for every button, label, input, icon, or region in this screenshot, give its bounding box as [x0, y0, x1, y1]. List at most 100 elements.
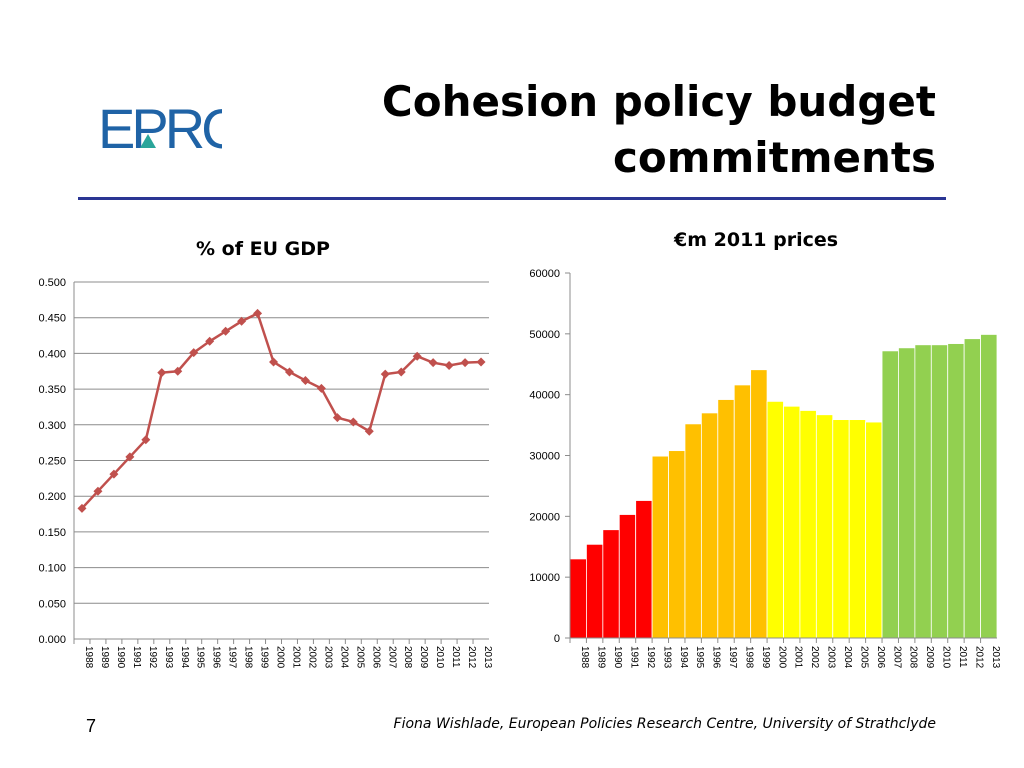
x-tick-label: 2005 [858, 646, 869, 669]
data-point-marker [364, 426, 374, 436]
eprc-logo-text: EPRC [98, 98, 222, 154]
data-point-marker [396, 367, 406, 377]
x-tick-label: 2011 [450, 646, 461, 668]
bar [783, 405, 801, 639]
page-number: 7 [86, 716, 97, 736]
bar [700, 412, 719, 639]
data-point-marker [205, 336, 215, 346]
x-tick-label: 1994 [179, 646, 190, 669]
line-chart-title: % of EU GDP [196, 238, 330, 260]
x-tick-label: 2001 [290, 646, 301, 669]
y-tick-label: 0.200 [38, 491, 66, 503]
data-point-marker [109, 469, 119, 479]
slide-title-line2: commitments [613, 133, 936, 182]
x-tick-label: 2008 [908, 646, 919, 669]
x-tick-label: 1995 [694, 646, 705, 669]
bar [684, 423, 702, 639]
x-tick-label: 2012 [973, 646, 984, 669]
x-tick-label: 2003 [322, 646, 333, 669]
x-tick-label: 2013 [990, 646, 1001, 669]
x-tick-label: 1998 [243, 646, 254, 669]
data-point-marker [269, 357, 279, 367]
x-tick-label: 2010 [434, 646, 445, 669]
x-tick-label: 1992 [147, 646, 158, 669]
data-point-marker [460, 358, 470, 368]
y-tick-label: 0.150 [38, 527, 66, 539]
x-tick-label: 2002 [809, 646, 820, 669]
x-tick-label: 1999 [259, 646, 270, 669]
bar [569, 558, 587, 639]
data-point-marker [380, 369, 390, 379]
x-tick-label: 1995 [195, 646, 206, 669]
y-tick-label: 0.450 [38, 313, 66, 325]
x-tick-label: 2003 [826, 646, 837, 669]
data-point-marker [300, 376, 310, 386]
x-tick-label: 1988 [83, 646, 94, 669]
x-tick-label: 2010 [941, 646, 952, 669]
x-tick-label: 2002 [306, 646, 317, 669]
data-point-marker [428, 358, 438, 368]
data-point-marker [348, 417, 358, 427]
x-tick-label: 1988 [579, 646, 590, 669]
x-tick-label: 2005 [354, 646, 365, 669]
data-point-marker [253, 308, 263, 318]
x-tick-label: 2004 [842, 646, 853, 669]
x-tick-label: 2011 [957, 646, 968, 668]
bar [717, 399, 735, 639]
x-tick-label: 2007 [891, 646, 902, 669]
bar [799, 410, 817, 639]
bar [602, 529, 620, 639]
x-tick-label: 2009 [418, 646, 429, 669]
x-tick-label: 2000 [275, 646, 286, 669]
data-point-marker [189, 348, 199, 358]
x-tick-label: 1997 [227, 646, 238, 669]
bar [947, 343, 965, 639]
logo-triangle-icon [140, 134, 156, 148]
data-point-marker [125, 452, 135, 462]
x-tick-label: 1991 [628, 646, 639, 669]
y-tick-label: 30000 [529, 451, 560, 463]
data-point-marker [412, 351, 422, 361]
y-tick-label: 0.000 [38, 634, 66, 646]
x-tick-label: 1993 [661, 646, 672, 669]
data-point-marker [476, 357, 486, 367]
bar [963, 338, 981, 639]
x-tick-label: 1997 [727, 646, 738, 669]
x-tick-label: 1996 [211, 646, 222, 669]
y-tick-label: 0.400 [38, 348, 66, 360]
data-point-marker [221, 326, 231, 336]
y-tick-label: 0.300 [38, 420, 66, 432]
bar [914, 344, 932, 639]
y-tick-label: 20000 [529, 511, 560, 523]
bar [651, 455, 669, 639]
x-tick-label: 2004 [338, 646, 349, 669]
bar [733, 384, 752, 639]
slide-title: Cohesion policy budget commitments [296, 74, 936, 186]
bar [980, 334, 998, 639]
y-tick-label: 0.350 [38, 384, 66, 396]
y-tick-label: 0.100 [38, 563, 66, 575]
data-point-marker [157, 368, 167, 378]
bar [618, 514, 637, 639]
y-tick-label: 10000 [529, 572, 560, 584]
x-tick-label: 1992 [645, 646, 656, 669]
data-point-marker [332, 413, 342, 423]
data-point-marker [173, 366, 183, 376]
y-tick-label: 50000 [529, 329, 560, 341]
bar [766, 400, 784, 639]
x-tick-label: 2009 [924, 646, 935, 669]
data-point-marker [284, 367, 294, 377]
x-tick-label: 1998 [743, 646, 754, 669]
x-tick-label: 1990 [612, 646, 623, 669]
title-divider [78, 197, 946, 200]
x-tick-label: 1989 [596, 646, 607, 669]
slide-title-line1: Cohesion policy budget [381, 77, 936, 126]
bar [635, 500, 653, 639]
bar [832, 419, 850, 639]
bar [815, 414, 834, 639]
data-point-marker [141, 435, 151, 445]
x-tick-label: 2007 [386, 646, 397, 669]
x-tick-label: 1996 [711, 646, 722, 669]
